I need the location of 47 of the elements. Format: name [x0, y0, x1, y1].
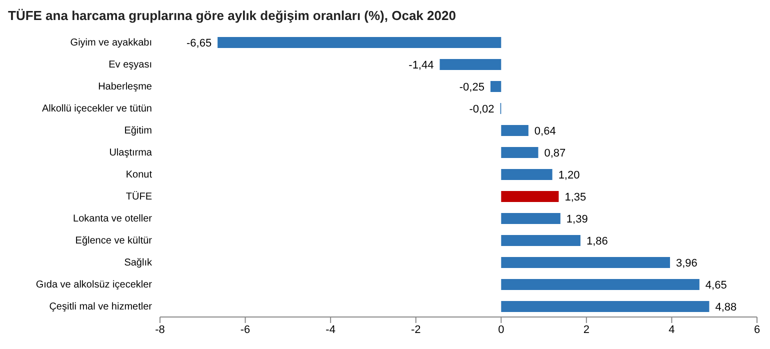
y-tick-label: Ev eşyası: [108, 60, 152, 71]
y-tick-label: TÜFE: [126, 190, 152, 203]
data-label: -0,25: [459, 81, 484, 94]
data-label: 4,65: [705, 279, 727, 292]
bar: [490, 81, 502, 92]
y-tick-label: Konut: [126, 170, 152, 181]
y-tick-label: Eğitim: [124, 126, 152, 137]
x-tick-label: 4: [668, 324, 675, 336]
data-label: 1,20: [558, 169, 580, 182]
x-tick-label: -6: [240, 324, 250, 336]
data-label: 1,86: [586, 235, 608, 248]
bar: [501, 257, 670, 268]
bar: [501, 301, 710, 312]
data-label: 1,39: [566, 213, 588, 226]
bar: [501, 169, 552, 180]
x-tick-label: -4: [326, 324, 336, 336]
bar: [501, 147, 538, 158]
y-tick-label: Giyim ve ayakkabı: [70, 38, 152, 49]
chart-title: TÜFE ana harcama gruplarına göre aylık değişim oranları (%), Ocak 2020: [8, 8, 457, 25]
bar: [501, 213, 560, 224]
data-label: 0,87: [544, 147, 566, 160]
bar: [501, 191, 559, 202]
y-tick-label: Eğlence ve kültür: [75, 236, 153, 247]
data-label: -6,65: [186, 37, 212, 50]
data-label: 3,96: [676, 257, 698, 270]
y-tick-label: Haberleşme: [98, 82, 152, 93]
data-label: 0,64: [534, 125, 556, 138]
data-label: -0,02: [469, 103, 494, 116]
y-tick-label: Çeşitli mal ve hizmetler: [49, 302, 153, 313]
data-label: 1,35: [564, 191, 586, 204]
y-tick-label: Gıda ve alkolsüz içecekler: [36, 280, 153, 291]
x-tick-label: 2: [583, 324, 590, 336]
y-tick-label: Alkollü içecekler ve tütün: [42, 104, 152, 115]
data-label: -1,44: [408, 59, 434, 72]
y-tick-label: Ulaştırma: [109, 148, 152, 159]
x-tick-label: -8: [155, 324, 165, 336]
y-tick-label: Lokanta ve oteller: [73, 214, 153, 225]
x-tick-label: -2: [410, 324, 421, 336]
bar: [218, 37, 502, 48]
bar: [501, 235, 580, 246]
bar: [501, 125, 528, 136]
data-label: 4,88: [715, 301, 737, 314]
y-tick-label: Sağlık: [124, 258, 153, 269]
x-tick-label: 0: [498, 324, 504, 336]
x-tick-label: 6: [754, 324, 760, 336]
bar: [440, 59, 502, 70]
bar: [501, 279, 700, 290]
